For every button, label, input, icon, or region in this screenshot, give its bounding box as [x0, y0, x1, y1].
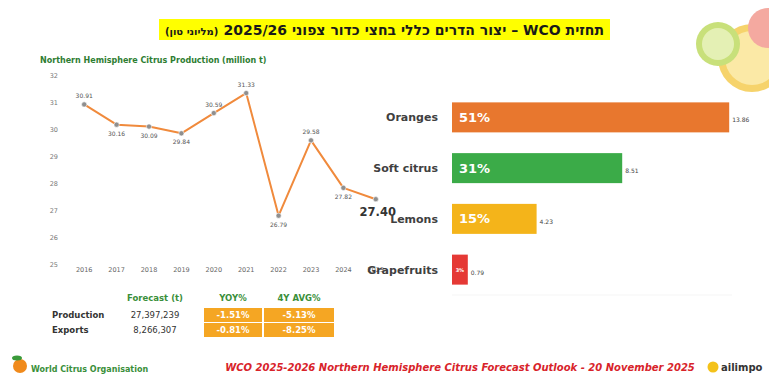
table-header: 4Y AVG%	[277, 293, 321, 303]
citrus-slice	[748, 8, 769, 48]
y-tick-label: 29	[50, 153, 58, 161]
marker	[82, 102, 87, 107]
x-tick-label: 2017	[108, 266, 125, 274]
data-label: 30.59	[205, 101, 222, 108]
summary-table: Forecast (t) YOY% 4Y AVG% Production 27,397,…	[52, 293, 334, 337]
marker	[114, 122, 119, 127]
x-tick-label: 2021	[238, 266, 255, 274]
footer-note: WCO 2025-2026 Northern Hemisphere Citrus…	[225, 362, 695, 373]
percent-label: 3%	[456, 267, 465, 273]
citrus-slice	[696, 22, 740, 66]
partner-icon	[708, 362, 719, 373]
data-label: 29.58	[302, 128, 319, 135]
x-tick-label: 2018	[141, 266, 158, 274]
category-label: Lemons	[390, 213, 438, 226]
table-cell: -5.13%	[282, 310, 315, 320]
table-row-label: Production	[52, 310, 104, 320]
line-chart: Northern Hemisphere Citrus Production (m…	[40, 56, 396, 274]
category-label: Oranges	[386, 111, 438, 124]
partner: ailimpo	[721, 362, 763, 373]
x-tick-label: 2024	[335, 266, 352, 274]
y-tick-label: 28	[50, 180, 58, 188]
table-cell-bg	[264, 323, 334, 337]
x-tick-label: 2023	[303, 266, 320, 274]
y-tick-label: 31	[50, 99, 58, 107]
y-tick-label: 27	[50, 207, 58, 215]
logo-icon	[13, 359, 27, 373]
marker	[146, 124, 151, 129]
table-cell-bg	[264, 308, 334, 322]
marker	[308, 138, 313, 143]
bar	[452, 255, 468, 285]
category-label: Grapefruits	[367, 264, 438, 277]
bar	[452, 153, 622, 183]
table-cell-bg	[204, 308, 262, 322]
table-cell: -1.51%	[216, 310, 249, 320]
category-label: Soft citrus	[373, 162, 438, 175]
percent-label: 51%	[459, 110, 490, 125]
x-tick-label: 2020	[206, 266, 223, 274]
x-tick-label: 2022	[270, 266, 287, 274]
bar	[452, 204, 537, 234]
citrus-slice	[702, 28, 734, 60]
table-cell: 27,397,239	[131, 310, 180, 320]
data-label: 13.86	[732, 116, 749, 123]
data-label: 30.91	[76, 92, 93, 99]
data-label: 8.51	[625, 167, 639, 174]
y-tick-label: 26	[50, 234, 58, 242]
table-cell: 8,266,307	[133, 325, 176, 335]
plot	[82, 90, 379, 218]
table-header: YOY%	[218, 293, 247, 303]
title: תחזית WCO – יצור הדרים כללי בחצי כדור צפ…	[223, 22, 604, 38]
data-label: 27.82	[335, 193, 352, 200]
x-tick-label: 2019	[173, 266, 190, 274]
chart-title: Northern Hemisphere Citrus Production (m…	[40, 56, 267, 65]
percent-label: 31%	[459, 161, 490, 176]
data-label: 0.79	[471, 269, 485, 276]
bar	[452, 102, 729, 132]
title-box: תחזית WCO – יצור הדרים כללי בחצי כדור צפ…	[0, 19, 769, 40]
line	[84, 93, 376, 216]
title-unit: (מליוני טון)	[165, 26, 218, 37]
x-tick-label: 2016	[76, 266, 93, 274]
marker	[276, 213, 281, 218]
footer: World Citrus Organisation WCO 2025-2026 N…	[12, 356, 763, 375]
y-tick-label: 25	[50, 261, 58, 269]
marker	[179, 131, 184, 136]
bar-chart: Oranges 51% 13.86 Soft citrus 31% 8.51 Lemons 1…	[367, 102, 749, 295]
y-tick-label: 30	[50, 126, 58, 134]
table-cell: -8.25%	[282, 325, 315, 335]
marker	[341, 185, 346, 190]
table-row-label: Exports	[52, 325, 89, 335]
decoration	[696, 8, 769, 92]
title-highlight: תחזית WCO – יצור הדרים כללי בחצי כדור צפ…	[159, 19, 610, 40]
organisation: World Citrus Organisation	[31, 365, 148, 374]
data-label: 30.16	[108, 130, 125, 137]
marker	[373, 197, 378, 202]
data-label: 4.23	[540, 218, 554, 225]
table-cell: -0.81%	[216, 325, 249, 335]
data-label: 31.33	[238, 81, 255, 88]
table-cell-bg	[204, 323, 262, 337]
canvas: Northern Hemisphere Citrus Production (m…	[0, 0, 769, 390]
logo-leaf	[12, 356, 22, 361]
percent-label: 15%	[459, 211, 490, 226]
table-header: Forecast (t)	[127, 293, 183, 303]
y-tick-label: 32	[50, 72, 58, 80]
plot	[452, 102, 729, 284]
marker	[244, 90, 249, 95]
slide: תחזית WCO – יצור הדרים כללי בחצי כדור צפ…	[0, 0, 769, 390]
marker	[211, 110, 216, 115]
data-label: 30.09	[140, 132, 157, 139]
data-label: 29.84	[173, 138, 190, 145]
data-label: 26.79	[270, 221, 287, 228]
axis-line	[452, 295, 732, 296]
